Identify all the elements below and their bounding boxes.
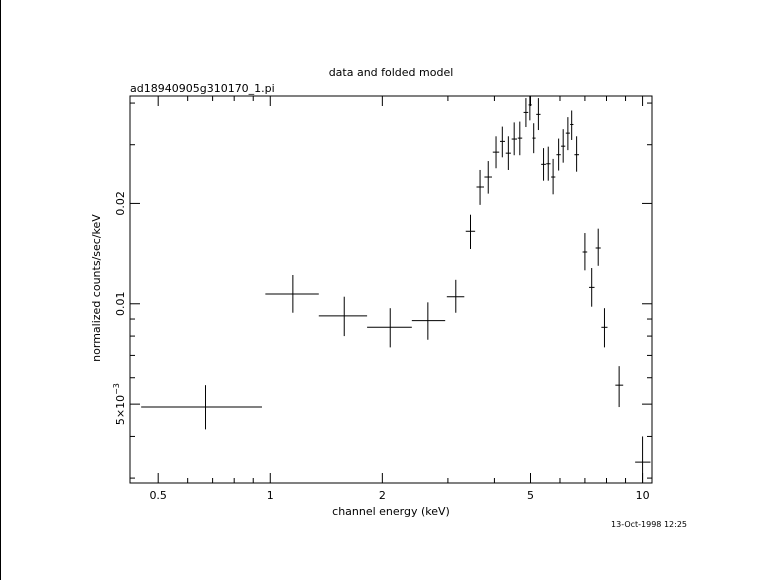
y-tick-label: 0.02	[114, 191, 127, 216]
data-point	[505, 136, 511, 170]
data-point	[528, 96, 532, 121]
data-point	[565, 117, 570, 151]
data-point	[551, 158, 556, 195]
data-point	[541, 148, 546, 181]
timestamp: 13-Oct-1998 12:25	[611, 520, 687, 529]
data-point	[635, 436, 651, 483]
data-point	[465, 214, 476, 249]
data-points	[141, 96, 651, 483]
data-point	[601, 308, 608, 348]
data-point	[556, 138, 561, 171]
y-tick-label: 5×10−3	[112, 383, 127, 425]
data-point	[523, 98, 529, 128]
y-tick-label: 0.01	[114, 292, 127, 317]
data-point	[446, 279, 465, 313]
data-point	[570, 110, 574, 140]
x-tick-label: 0.5	[149, 489, 167, 502]
data-point	[141, 385, 262, 430]
x-tick-label: 5	[527, 489, 534, 502]
x-axis-ticks	[157, 96, 644, 483]
plot-frame	[129, 95, 653, 484]
data-point	[589, 268, 595, 307]
data-point	[546, 146, 551, 181]
x-axis-tick-labels: 0.5 1 2 5 10	[149, 489, 649, 502]
data-point	[265, 274, 319, 313]
x-axis-label: channel energy (keV)	[332, 505, 450, 518]
window-left-border	[0, 0, 1, 580]
data-point	[532, 123, 536, 154]
data-point	[517, 121, 523, 156]
y-axis-label: normalized counts/sec/keV	[90, 214, 103, 362]
chart-title: data and folded model	[329, 66, 454, 79]
x-tick-label: 1	[267, 489, 274, 502]
data-point	[476, 169, 484, 205]
data-point	[615, 366, 624, 408]
data-point	[574, 136, 580, 172]
y-axis-ticks	[130, 102, 652, 479]
y-tick-label-exponent: −3	[112, 383, 121, 395]
data-point	[511, 122, 518, 156]
data-point	[499, 126, 505, 158]
x-tick-label: 10	[636, 489, 650, 502]
data-point	[318, 296, 368, 337]
data-point	[367, 308, 412, 348]
data-point	[492, 136, 500, 169]
data-point	[536, 98, 541, 131]
data-point	[484, 161, 492, 194]
data-point	[595, 228, 601, 266]
data-point	[561, 129, 566, 163]
x-tick-label: 2	[379, 489, 386, 502]
data-point	[582, 233, 588, 271]
chart-subtitle: ad18940905g310170_1.pi	[130, 82, 275, 95]
data-point	[411, 302, 446, 340]
y-axis-tick-labels: 5×10−3 0.01 0.02	[112, 191, 127, 425]
